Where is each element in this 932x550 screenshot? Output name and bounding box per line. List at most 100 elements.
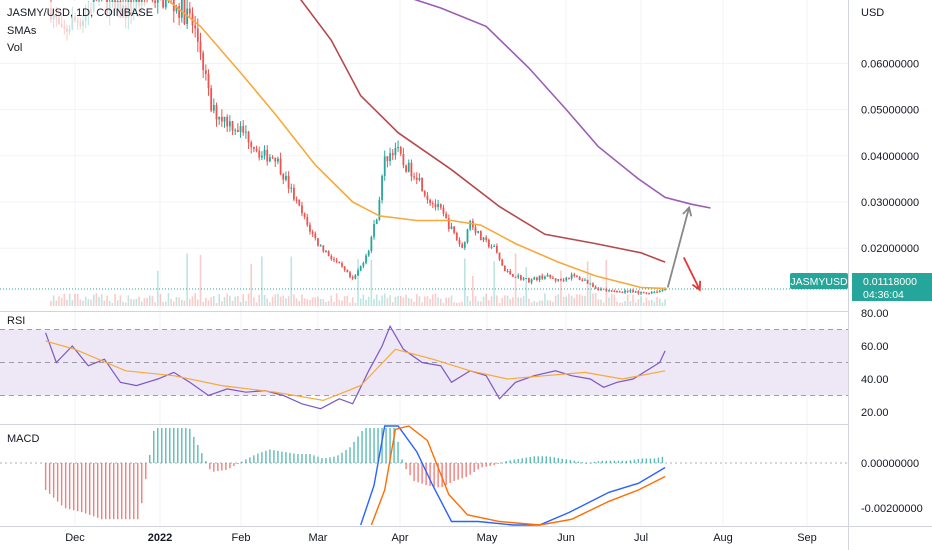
volume-bar	[106, 295, 108, 306]
volume-bar	[536, 302, 538, 306]
volume-bar	[418, 296, 421, 306]
time-axis-label: Jun	[557, 532, 575, 544]
price-axis-label: 0.05000000	[861, 105, 919, 117]
volume-bar	[472, 275, 474, 306]
up-arrow-head	[682, 205, 693, 217]
volume-bar	[170, 298, 172, 306]
candle-body	[370, 237, 373, 251]
candle-body	[295, 199, 298, 201]
candle-body	[362, 263, 365, 267]
volume-bar	[290, 256, 293, 306]
volume-bar	[552, 301, 554, 306]
candle-body	[418, 178, 421, 180]
candle-body	[175, 6, 178, 12]
volume-bar	[205, 297, 207, 306]
macd-histogram-bar	[513, 459, 515, 463]
candle-body	[549, 274, 552, 278]
volume-bar	[253, 297, 255, 306]
macd-histogram-bar	[409, 463, 411, 476]
candle-body	[357, 270, 359, 276]
candle-body	[664, 289, 666, 291]
macd-histogram-bar	[661, 456, 664, 463]
rsi-pane-label[interactable]: RSI	[7, 315, 25, 327]
indicator-label-smas[interactable]: SMAs	[7, 25, 37, 37]
volume-bar	[335, 293, 338, 306]
macd-histogram-bar	[377, 428, 379, 463]
volume-bar	[456, 302, 458, 306]
macd-histogram-bar	[361, 431, 363, 463]
candle-body	[330, 256, 333, 260]
symbol-title[interactable]: JASMY/USD, 1D, COINBASE	[7, 7, 153, 19]
volume-bar	[55, 300, 58, 306]
indicator-label-vol[interactable]: Vol	[7, 42, 22, 54]
price-tag-symbol: JASMYUSD	[790, 276, 848, 288]
volume-bar	[298, 301, 301, 306]
volume-bar	[576, 294, 578, 306]
volume-bar	[573, 297, 576, 306]
macd-histogram-bar	[96, 463, 99, 518]
candle-body	[391, 153, 394, 156]
candle-body	[477, 231, 480, 233]
candle-body	[640, 292, 642, 294]
candle-body	[581, 279, 584, 281]
candle-body	[485, 237, 488, 240]
macd-histogram-bar	[321, 458, 323, 463]
time-axis-label: Mar	[309, 532, 328, 544]
volume-bar	[279, 296, 282, 306]
candle-body	[327, 251, 330, 257]
volume-bar	[311, 297, 314, 306]
candle-body	[405, 165, 407, 172]
candle-body	[266, 149, 269, 162]
macd-histogram-bar	[461, 463, 463, 479]
candle-body	[402, 153, 405, 166]
macd-histogram-bar	[517, 458, 519, 463]
candle-body	[365, 255, 367, 264]
volume-bar	[421, 302, 423, 306]
candle-body	[479, 231, 482, 241]
volume-bar	[261, 256, 263, 306]
macd-histogram-bar	[337, 455, 339, 463]
volume-bar	[79, 299, 82, 306]
volume-bar	[517, 297, 520, 306]
volume-bar	[365, 299, 367, 306]
candle-body	[597, 288, 600, 290]
volume-bar	[640, 296, 642, 306]
macd-histogram-bar	[453, 463, 455, 481]
volume-bar	[239, 301, 242, 306]
volume-bar	[477, 301, 479, 306]
candle-body	[285, 176, 287, 180]
macd-pane-label[interactable]: MACD	[7, 433, 39, 445]
price-axis: 0.06000000 0.05000000 0.04000000 0.03000000…	[861, 58, 923, 515]
macd-histogram-bar	[469, 463, 471, 475]
volume-bar	[560, 270, 562, 306]
volume-bar	[338, 299, 341, 306]
volume-bar	[469, 301, 471, 306]
volume-bar	[234, 296, 236, 306]
macd-histogram-bar	[341, 452, 343, 463]
candle-body	[517, 275, 520, 278]
candle-body	[544, 276, 546, 279]
volume-bar	[522, 295, 525, 306]
price-tag[interactable]: JASMYUSD 0.01118000 04:36:04	[790, 273, 932, 301]
macd-histogram-bar	[349, 447, 351, 463]
macd-histogram-bar	[169, 428, 171, 463]
macd-histogram-bar	[653, 458, 656, 463]
candle-body	[413, 176, 415, 178]
volume-bar	[333, 301, 335, 306]
macd-histogram-bar	[401, 459, 403, 463]
volume-bar	[381, 295, 383, 306]
volume-bar	[402, 297, 405, 306]
macd-histogram-bar	[68, 463, 71, 510]
volume-bar	[461, 301, 463, 306]
candle-body	[231, 121, 234, 131]
sma-long-line	[413, 0, 711, 209]
candle-body	[188, 8, 191, 14]
volume-bar	[632, 294, 634, 306]
volume-bar	[218, 294, 220, 306]
macd-histogram-bar	[177, 428, 179, 463]
volume-bar	[343, 296, 346, 306]
macd-histogram-bar	[629, 460, 632, 463]
candle-body	[536, 277, 538, 281]
annotations	[666, 205, 702, 292]
volume-bar	[504, 295, 506, 306]
